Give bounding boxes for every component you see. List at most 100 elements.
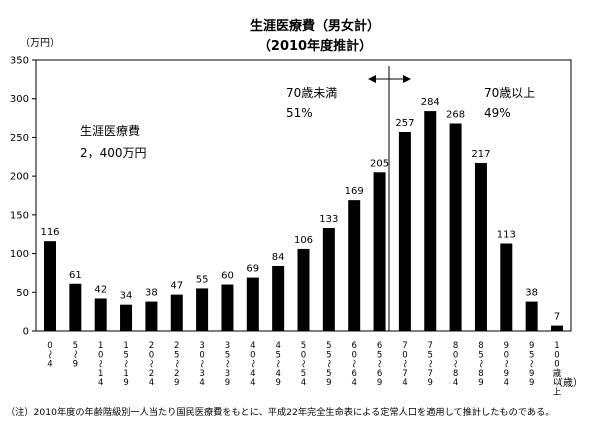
x-tick-char: 0 [301, 350, 306, 360]
bar [398, 132, 411, 331]
x-tick-char: 9 [326, 378, 331, 388]
x-tick-char: 5 [377, 350, 382, 360]
x-tick-char: 8 [453, 369, 458, 379]
x-tick-char: 5 [301, 369, 306, 379]
x-tick-char: 4 [504, 378, 509, 388]
x-tick-label: 95～99 [526, 341, 536, 388]
x-tick-label: 0～4 [44, 341, 54, 370]
x-tick-char: 5 [301, 341, 306, 351]
x-tick-char: 5 [73, 341, 78, 351]
x-tick-char: 0 [199, 350, 204, 360]
x-tick-char: 5 [478, 350, 483, 360]
x-tick-char: 4 [453, 378, 458, 388]
x-tick-char: 2 [149, 369, 154, 379]
x-tick-char: 4 [275, 341, 280, 351]
x-tick-label: 45～49 [272, 341, 282, 388]
data-label: 7 [554, 312, 560, 323]
bar [196, 288, 209, 331]
x-tick-char: 0 [504, 350, 509, 360]
bar [170, 294, 183, 331]
x-tick-char: 5 [326, 341, 331, 351]
x-axis-ticks: 0～45～910～1415～1920～2425～2930～3435～3940～4… [44, 341, 562, 398]
x-tick-char: 8 [453, 341, 458, 351]
bar [297, 248, 310, 331]
over-70-share: 49% [484, 106, 511, 120]
right-arrowhead-icon [403, 75, 411, 83]
x-tick-char: 9 [73, 360, 78, 370]
y-axis-ticks: 0 50 100 150 200 250 300 350 [10, 56, 36, 338]
x-tick-char: ～ [247, 359, 257, 368]
x-tick-char: 4 [47, 360, 52, 370]
x-axis-unit-label: （歳） [553, 377, 583, 389]
x-tick-label: 80～84 [450, 341, 460, 388]
x-tick-label: 90～94 [500, 341, 510, 388]
x-tick-char: 7 [402, 369, 407, 379]
x-tick-char: 9 [225, 378, 230, 388]
y-tick-label: 150 [10, 210, 29, 221]
x-tick-char: 7 [428, 341, 433, 351]
x-tick-char: 0 [554, 350, 559, 360]
x-tick-char: 3 [199, 369, 204, 379]
bar [94, 298, 107, 331]
x-tick-char: 0 [453, 350, 458, 360]
x-tick-char: 9 [174, 378, 179, 388]
x-tick-char: 5 [123, 350, 128, 360]
x-tick-label: 85～89 [475, 341, 485, 388]
x-tick-char: ～ [196, 359, 206, 368]
data-label: 61 [69, 270, 82, 281]
x-tick-char: ～ [120, 359, 130, 368]
x-tick-char: 5 [326, 350, 331, 360]
x-tick-label: 10～14 [95, 341, 105, 388]
x-tick-char: 6 [377, 369, 382, 379]
x-tick-char: 8 [478, 369, 483, 379]
bar [145, 301, 158, 331]
x-tick-char: 6 [377, 341, 382, 351]
y-tick-label: 50 [16, 288, 29, 299]
x-tick-char: 6 [351, 341, 356, 351]
x-tick-char: 9 [377, 378, 382, 388]
bar [44, 241, 56, 331]
data-label: 268 [446, 109, 465, 120]
bar [221, 284, 234, 331]
x-tick-char: 8 [478, 341, 483, 351]
bar [322, 228, 335, 331]
x-tick-char: 0 [98, 350, 103, 360]
y-tick-label: 300 [10, 94, 29, 105]
x-tick-char: 4 [98, 378, 103, 388]
x-tick-char: 2 [174, 341, 179, 351]
total-cost-value: 2，400万円 [80, 146, 147, 160]
over-70-label: 70歳以上 [484, 86, 535, 100]
data-label: 106 [294, 235, 313, 246]
x-tick-char: ～ [95, 359, 105, 368]
x-tick-label: 75～79 [424, 341, 434, 388]
chart-title: 生涯医療費（男女計） [250, 18, 380, 34]
x-tick-char: 6 [351, 369, 356, 379]
data-label: 257 [395, 118, 414, 129]
x-tick-char: 3 [225, 341, 230, 351]
x-tick-char: 1 [98, 369, 103, 379]
x-tick-char: 4 [250, 341, 255, 351]
bar [120, 304, 133, 331]
bar [69, 283, 82, 331]
x-tick-char: 3 [199, 341, 204, 351]
data-label: 38 [145, 288, 158, 299]
x-tick-char: 1 [123, 341, 128, 351]
x-tick-char: 5 [225, 350, 230, 360]
x-tick-char: 0 [554, 360, 559, 370]
x-tick-char: 上 [553, 388, 562, 398]
x-tick-char: 9 [478, 378, 483, 388]
x-tick-label: 60～64 [348, 341, 358, 388]
data-label: 169 [345, 186, 364, 197]
x-tick-char: ～ [298, 359, 308, 368]
x-tick-char: ～ [221, 359, 231, 368]
bar [500, 243, 513, 331]
x-tick-char: 9 [504, 341, 509, 351]
x-tick-label: 35～39 [221, 341, 231, 388]
data-label: 42 [94, 284, 107, 295]
data-label: 84 [272, 252, 285, 263]
bar [449, 123, 462, 332]
x-tick-char: 9 [529, 341, 534, 351]
x-tick-char: ～ [44, 350, 54, 359]
data-label: 116 [40, 227, 59, 238]
